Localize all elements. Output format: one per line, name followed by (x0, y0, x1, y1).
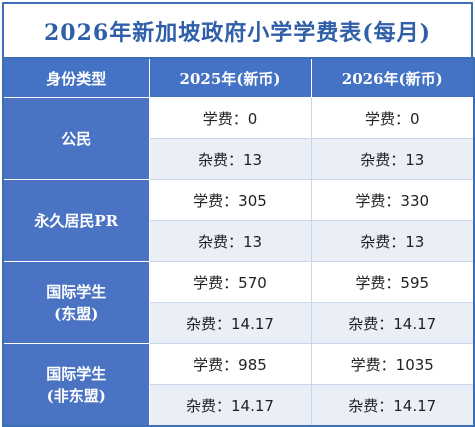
cell-2026-misc: 杂费：14.17 (310, 384, 475, 427)
cell-2026-misc: 杂费：13 (310, 138, 475, 180)
table-row: 国际学生 (东盟) 学费：570 学费：595 (2, 261, 475, 344)
cell-2026-tuition: 学费：1035 (310, 343, 475, 385)
cell-2025-tuition: 学费：985 (148, 343, 312, 385)
cell-2026-tuition: 学费：595 (310, 261, 475, 303)
table-row: 永久居民PR 学费：305 学费：330 (2, 179, 475, 262)
header-2026: 2026年(新币) (310, 57, 475, 98)
table-row: 杂费：13 杂费：13 (3, 138, 475, 180)
fee-table: 身份类型 2025年(新币) 2026年(新币) 公民 学费：0 学费：0 杂费… (2, 57, 475, 427)
group-pr: 永久居民PR (2, 179, 150, 262)
cell-2026-misc: 杂费：13 (310, 220, 475, 262)
group-label: 永久居民PR (34, 211, 119, 230)
group-label: 国际学生 (非东盟) (46, 364, 107, 405)
page-title: 2026年新加坡政府小学学费表(每月) (2, 2, 473, 57)
cell-2026-misc: 杂费：14.17 (310, 302, 475, 344)
group-label: 国际学生 (东盟) (46, 282, 107, 323)
group-intl-asean: 国际学生 (东盟) (2, 261, 150, 344)
cell-2026-tuition: 学费：0 (310, 97, 475, 139)
table-row: 国际学生 (非东盟) 学费：985 学费：1035 (2, 343, 475, 427)
header-row: 身份类型 2025年(新币) 2026年(新币) (2, 57, 475, 98)
group-label: 公民 (61, 129, 92, 148)
table-row: 公民 学费：0 学费：0 (2, 97, 475, 180)
group-citizen: 公民 (2, 97, 150, 180)
cell-2025-misc: 杂费：13 (148, 138, 312, 180)
table-row: 杂费：14.17 杂费：14.17 (3, 384, 475, 427)
cell-2025-misc: 杂费：14.17 (148, 302, 312, 344)
cell-2025-misc: 杂费：13 (148, 220, 312, 262)
group-intl-non-asean: 国际学生 (非东盟) (2, 343, 150, 427)
cell-2025-tuition: 学费：0 (148, 97, 312, 139)
table-row: 杂费：13 杂费：13 (3, 220, 475, 262)
header-status-type: 身份类型 (2, 57, 150, 98)
table-row: 杂费：14.17 杂费：14.17 (3, 302, 475, 344)
cell-2025-tuition: 学费：570 (148, 261, 312, 303)
cell-2025-tuition: 学费：305 (148, 179, 312, 221)
header-2025: 2025年(新币) (148, 57, 312, 98)
cell-2026-tuition: 学费：330 (310, 179, 475, 221)
cell-2025-misc: 杂费：14.17 (148, 384, 312, 427)
